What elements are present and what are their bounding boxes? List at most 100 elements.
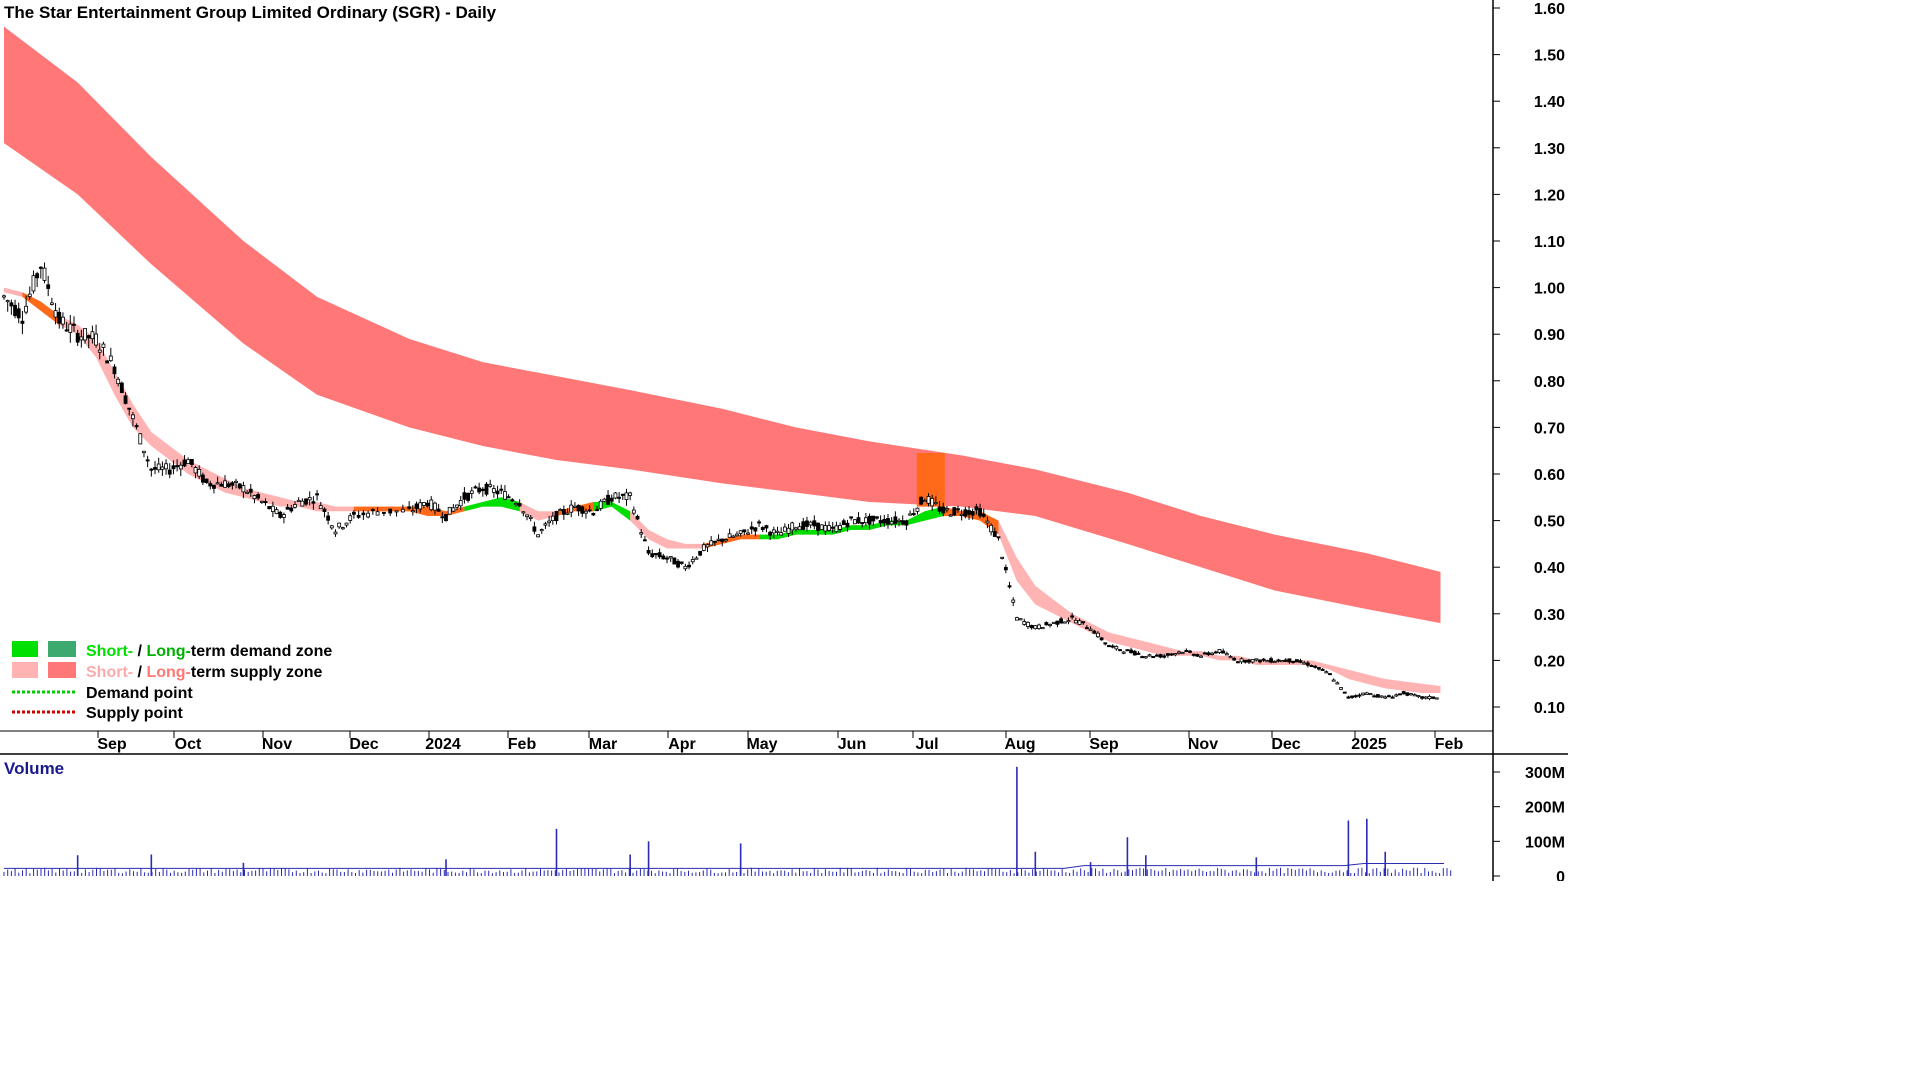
candle-body: [878, 520, 883, 524]
candle-body: [1375, 694, 1380, 698]
time-tick-label: Dec: [349, 736, 378, 753]
candle-body: [1379, 695, 1384, 698]
candle-body: [256, 494, 261, 499]
candle-body: [75, 332, 80, 343]
candle-body: [348, 515, 353, 521]
candle-body: [329, 525, 334, 529]
candle-body: [361, 512, 366, 516]
candle-body: [760, 527, 765, 530]
candle-body: [1143, 656, 1148, 659]
candle-body: [532, 526, 537, 532]
candle-body: [1026, 621, 1030, 627]
candle-body: [1265, 660, 1270, 663]
candle-body: [322, 508, 327, 513]
short-term-supply-active: [703, 534, 760, 549]
candle-body: [503, 491, 507, 500]
candle-body: [1110, 645, 1115, 648]
candle-body: [304, 498, 308, 505]
legend-label: Demand point: [86, 685, 193, 702]
candle-body: [16, 308, 21, 319]
candle-body: [871, 515, 876, 522]
candle-body: [1195, 654, 1200, 657]
price-chart: The Star Entertainment Group Limited Ord…: [0, 0, 1568, 881]
candle-body: [425, 502, 430, 507]
candle-body: [613, 492, 618, 499]
candle-body: [989, 524, 994, 533]
candle-body: [742, 529, 747, 533]
candle-body: [1081, 621, 1086, 624]
candle-body: [1309, 665, 1314, 668]
candle-body: [1059, 618, 1063, 624]
candle-body: [234, 480, 238, 483]
candle-body: [576, 504, 581, 512]
candle-body: [967, 510, 971, 515]
candle-body: [131, 414, 135, 420]
candle-body: [1191, 653, 1196, 656]
candle-body: [282, 514, 286, 518]
candle-body: [650, 553, 655, 558]
chart-title: The Star Entertainment Group Limited Ord…: [4, 3, 497, 22]
time-tick-label: Dec: [1271, 736, 1300, 753]
candle-body: [970, 511, 975, 516]
candle-body: [1129, 649, 1133, 654]
candle-body: [1364, 692, 1369, 695]
candle-body: [1254, 658, 1259, 661]
candle-body: [834, 525, 839, 533]
candle-body: [554, 510, 559, 522]
candle-body: [683, 565, 688, 570]
candle-body: [646, 549, 651, 554]
candle-body: [1368, 693, 1373, 696]
candle-body: [267, 506, 272, 510]
candle-body: [79, 336, 84, 341]
candle-body: [1162, 655, 1167, 658]
candle-body: [1427, 696, 1432, 700]
candle-body: [1247, 659, 1251, 663]
candle-body: [786, 527, 791, 534]
candle-body: [480, 488, 485, 492]
candle-body: [764, 525, 769, 529]
candle-body: [444, 514, 448, 522]
legend-label: Short- / Long-term supply zone: [86, 664, 323, 681]
candle-body: [1420, 696, 1424, 699]
candle-body: [992, 531, 997, 537]
short-term-supply-active: [943, 506, 999, 535]
candle-body: [753, 527, 758, 532]
candle-body: [1132, 650, 1137, 656]
candle-body: [528, 516, 533, 519]
candle-body: [241, 485, 246, 493]
candle-body: [68, 323, 73, 333]
candle-body: [679, 561, 684, 564]
candle-body: [263, 501, 268, 504]
candle-body: [491, 488, 496, 493]
candle-body: [1339, 687, 1343, 690]
candle-body: [631, 509, 636, 514]
candle-body: [1276, 659, 1281, 662]
candle-body: [2, 295, 6, 298]
candle-body: [289, 507, 294, 512]
candle-body: [517, 503, 522, 507]
candle-body: [1261, 658, 1266, 661]
candle-body: [1294, 659, 1299, 663]
candle-body: [620, 493, 625, 496]
candle-body: [893, 516, 898, 524]
candle-body: [1114, 645, 1119, 650]
candle-body: [248, 488, 253, 493]
price-axis: 0.10 0.20 0.30 0.40 0.50 0.60 0.70 0.80 0.90 1.00…: [1493, 1, 1565, 717]
candle-body: [167, 469, 172, 475]
candle-body: [720, 538, 725, 543]
supply-demand-zones: [4, 26, 1441, 694]
candle-body: [333, 531, 338, 535]
candle-body: [602, 498, 607, 502]
candle-body: [1357, 694, 1362, 697]
candle-body: [838, 525, 843, 530]
candle-body: [193, 467, 198, 474]
candle-body: [1125, 649, 1130, 652]
candle-body: [108, 355, 113, 362]
candle-body: [1055, 620, 1060, 625]
candle-body: [1180, 652, 1185, 655]
volume-tick-label: 100M: [1525, 834, 1565, 851]
candle-body: [285, 506, 290, 510]
candle-body: [856, 517, 861, 524]
candle-body: [580, 506, 585, 514]
candle-body: [400, 508, 405, 513]
